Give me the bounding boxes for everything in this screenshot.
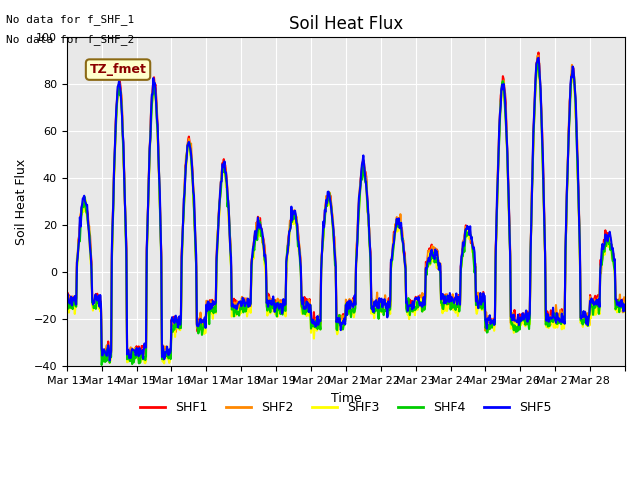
SHF5 <box>129 347 137 352</box>
SHF5 <box>620 302 628 308</box>
X-axis label: Time: Time <box>330 392 361 405</box>
SHF1 <box>232 297 239 303</box>
Line: SHF1: SHF1 <box>67 52 624 361</box>
Y-axis label: Soil Heat Flux: Soil Heat Flux <box>15 159 28 245</box>
SHF4 <box>435 261 443 267</box>
SHF4 <box>404 302 412 308</box>
SHF5 <box>435 267 443 273</box>
SHF3 <box>534 63 541 69</box>
SHF2 <box>259 238 267 243</box>
Line: SHF2: SHF2 <box>67 56 624 358</box>
Text: TZ_fmet: TZ_fmet <box>90 63 147 76</box>
SHF2 <box>129 346 136 351</box>
SHF3 <box>232 313 239 319</box>
SHF1 <box>280 309 288 314</box>
Line: SHF5: SHF5 <box>67 58 624 360</box>
SHF2 <box>141 355 148 361</box>
SHF3 <box>63 300 70 306</box>
Title: Soil Heat Flux: Soil Heat Flux <box>289 15 403 33</box>
SHF1 <box>129 348 137 354</box>
SHF4 <box>280 302 288 308</box>
SHF3 <box>280 304 288 310</box>
SHF1 <box>534 49 542 55</box>
SHF4 <box>129 348 137 354</box>
SHF5 <box>63 296 70 301</box>
Text: No data for f_SHF_2: No data for f_SHF_2 <box>6 34 134 45</box>
SHF3 <box>129 354 136 360</box>
SHF4 <box>98 362 106 368</box>
SHF2 <box>232 305 239 311</box>
SHF2 <box>63 295 70 301</box>
SHF1 <box>404 302 412 308</box>
SHF5 <box>280 302 288 308</box>
SHF3 <box>259 244 267 250</box>
SHF5 <box>534 55 542 61</box>
SHF2 <box>534 53 541 59</box>
SHF4 <box>232 308 239 314</box>
SHF5 <box>259 235 267 241</box>
SHF4 <box>63 306 70 312</box>
SHF2 <box>620 295 628 300</box>
SHF1 <box>124 358 132 364</box>
SHF5 <box>232 303 239 309</box>
SHF3 <box>404 312 412 318</box>
SHF3 <box>620 309 628 315</box>
SHF5 <box>404 308 412 314</box>
SHF1 <box>435 262 443 267</box>
SHF2 <box>280 303 288 309</box>
SHF4 <box>534 60 542 65</box>
SHF3 <box>161 360 168 366</box>
SHF3 <box>435 263 443 269</box>
Text: No data for f_SHF_1: No data for f_SHF_1 <box>6 14 134 25</box>
Line: SHF3: SHF3 <box>67 66 624 363</box>
SHF2 <box>404 305 412 311</box>
SHF1 <box>63 298 70 303</box>
Legend: SHF1, SHF2, SHF3, SHF4, SHF5: SHF1, SHF2, SHF3, SHF4, SHF5 <box>135 396 557 420</box>
Line: SHF4: SHF4 <box>67 62 624 365</box>
SHF5 <box>106 358 113 363</box>
SHF4 <box>620 307 628 313</box>
SHF4 <box>259 241 267 247</box>
SHF2 <box>435 262 443 267</box>
SHF1 <box>259 234 267 240</box>
SHF1 <box>620 296 628 301</box>
